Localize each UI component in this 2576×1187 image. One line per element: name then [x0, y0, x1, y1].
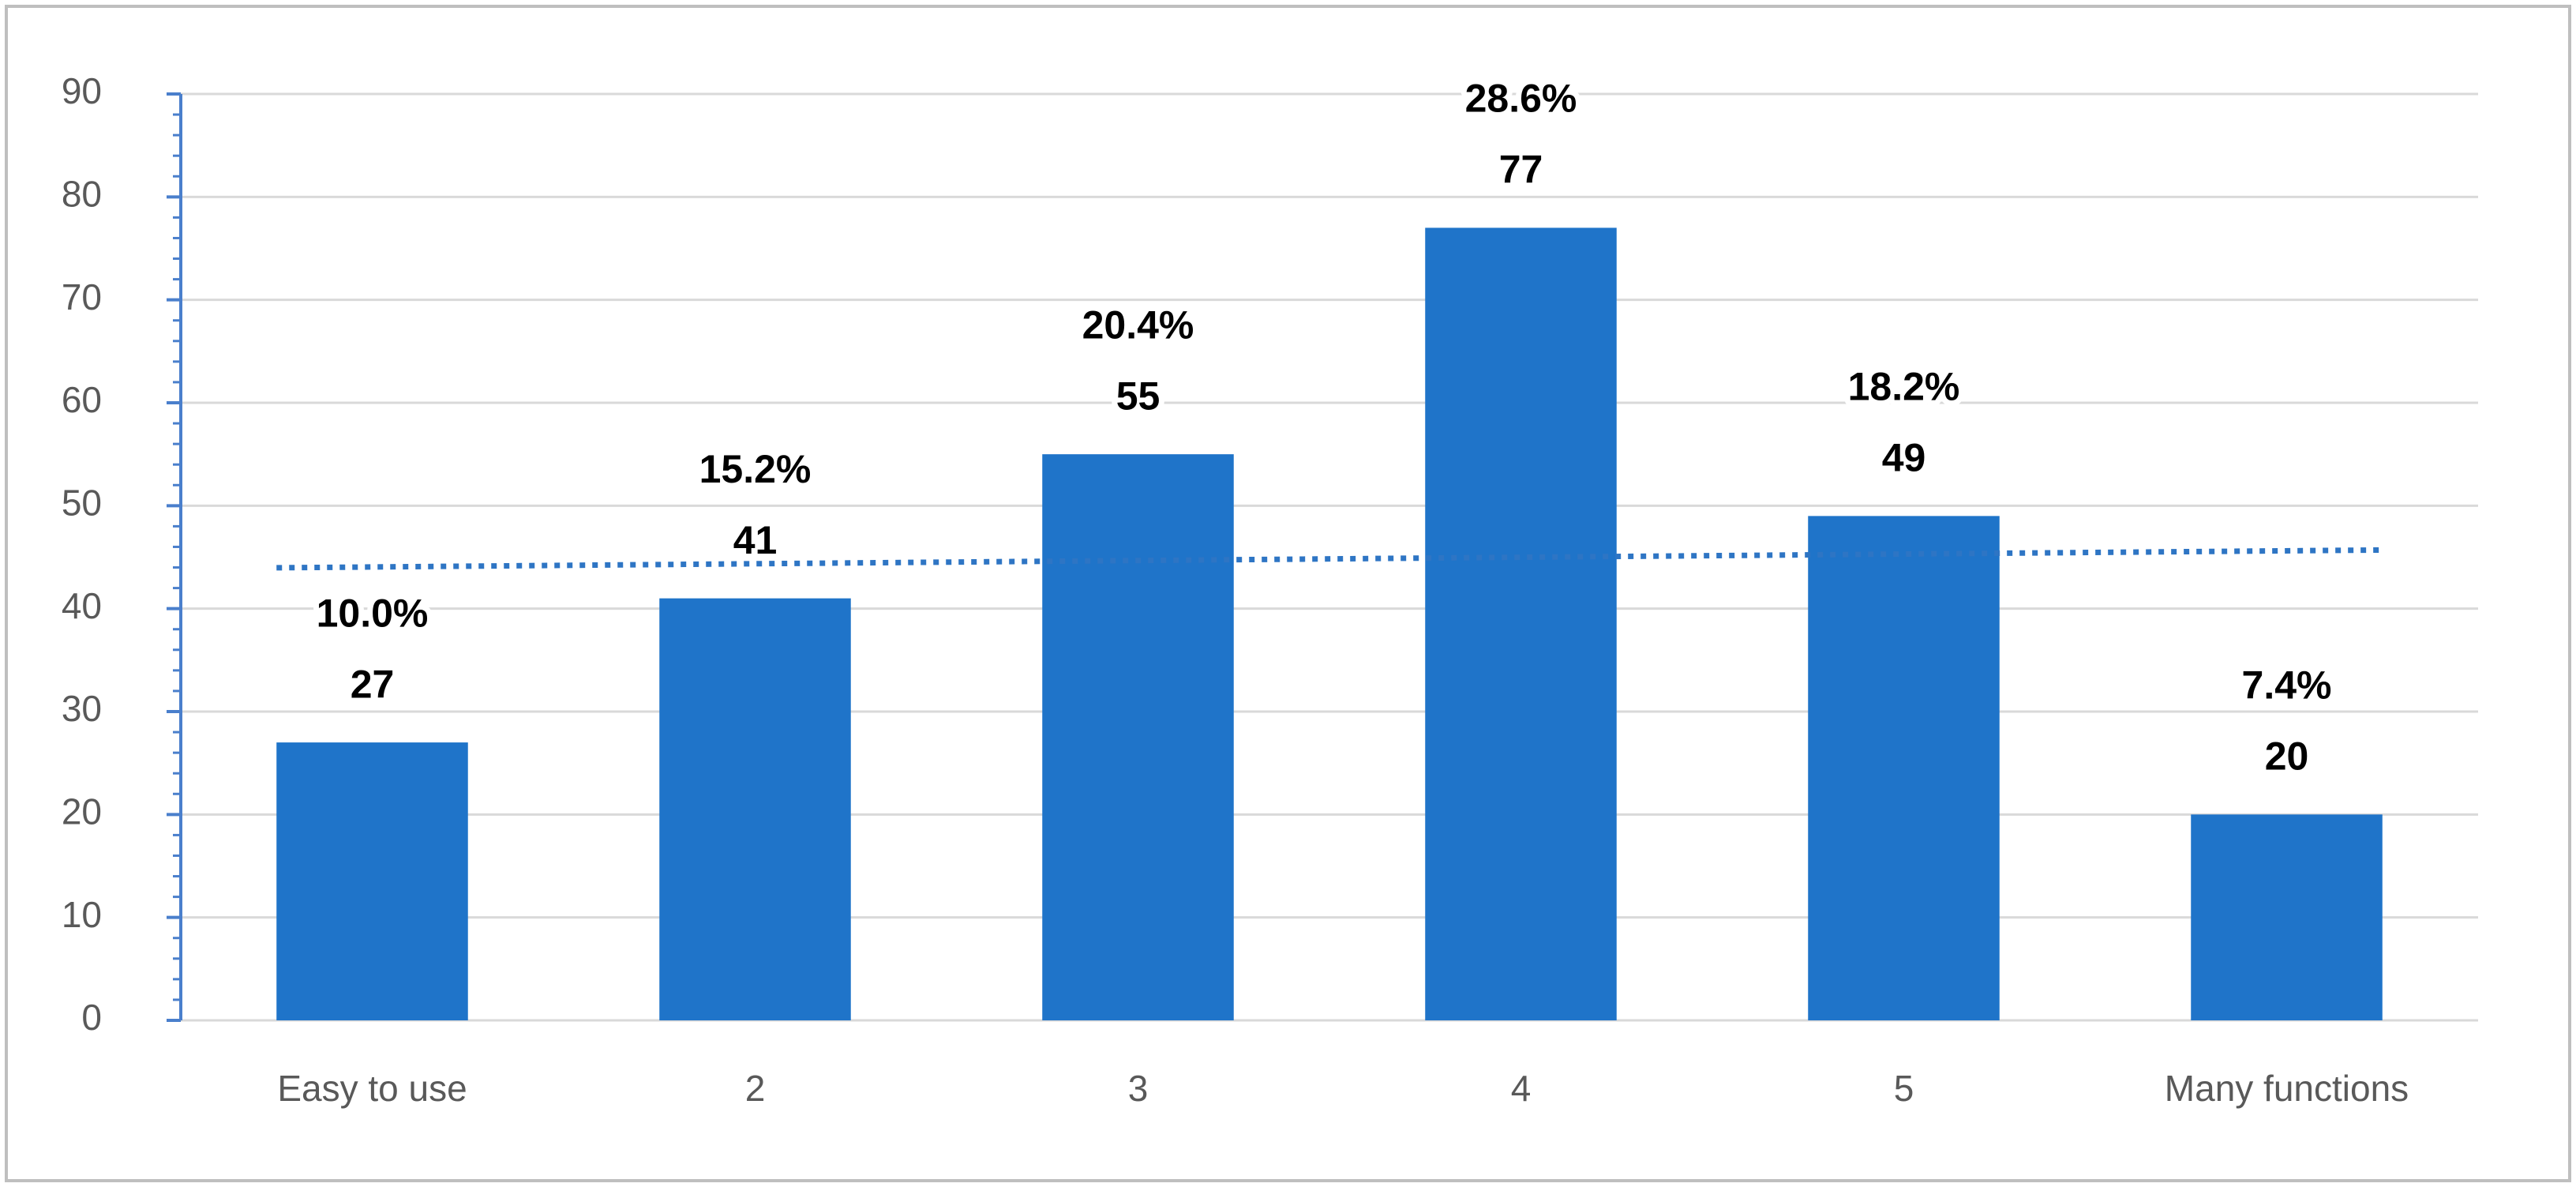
y-tick-label: 40	[62, 585, 102, 626]
share-label: 7.4%	[2242, 663, 2332, 708]
y-tick-label: 10	[62, 894, 102, 935]
share-label: 18.2%	[1848, 365, 1960, 409]
value-label: 49	[1882, 436, 1926, 480]
y-tick-label: 30	[62, 688, 102, 729]
y-tick-label: 50	[62, 482, 102, 523]
bar	[1425, 227, 1617, 1020]
x-tick-label: Many functions	[2165, 1068, 2409, 1109]
value-label: 41	[733, 518, 778, 562]
share-label: 10.0%	[317, 591, 429, 635]
bar	[1808, 516, 2000, 1020]
x-tick-label: 3	[1128, 1068, 1149, 1109]
y-tick-label: 80	[62, 173, 102, 214]
share-label: 28.6%	[1465, 77, 1577, 121]
x-tick-label: 2	[745, 1068, 766, 1109]
y-tick-label: 60	[62, 379, 102, 420]
x-tick-label: 4	[1511, 1068, 1532, 1109]
bar	[1042, 454, 1234, 1020]
value-label: 55	[1116, 374, 1161, 418]
x-tick-label: Easy to use	[277, 1068, 467, 1109]
share-label: 20.4%	[1082, 302, 1194, 347]
trendline	[276, 547, 2383, 571]
y-tick-label: 70	[62, 276, 102, 317]
value-label: 77	[1499, 148, 1543, 192]
y-tick-label: 90	[62, 70, 102, 111]
share-label: 15.2%	[699, 447, 812, 491]
x-tick-label: 5	[1894, 1068, 1914, 1109]
value-label: 20	[2265, 734, 2309, 779]
value-label: 27	[351, 662, 395, 706]
bar	[2191, 814, 2383, 1020]
bar	[659, 598, 851, 1020]
y-tick-label: 0	[81, 997, 102, 1038]
y-tick-label: 20	[62, 791, 102, 832]
bar	[276, 742, 468, 1020]
